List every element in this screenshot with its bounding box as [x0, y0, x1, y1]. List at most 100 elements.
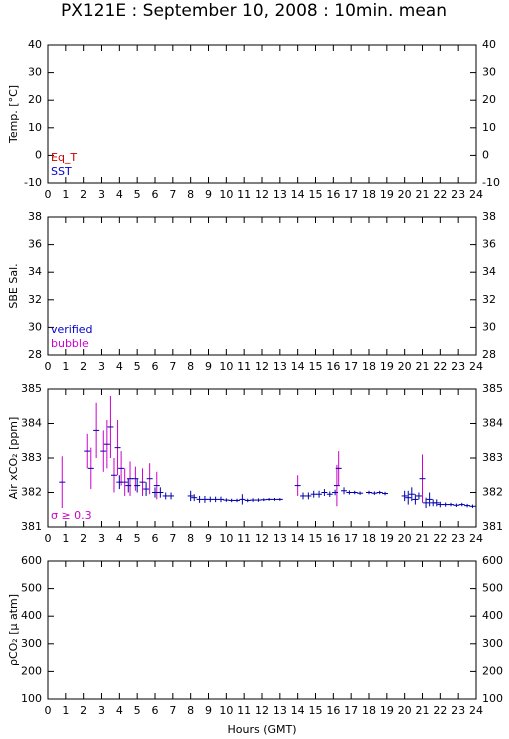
- y-tick-label: 36: [28, 238, 42, 251]
- y-axis-label: ρCO₂ [μ atm]: [7, 594, 20, 666]
- x-tick-label: 13: [273, 360, 287, 373]
- x-tick-label: 22: [433, 704, 447, 717]
- x-tick-label: 12: [255, 360, 269, 373]
- y-tick-label: 385: [21, 382, 42, 395]
- x-tick-label: 7: [169, 360, 176, 373]
- x-tick-label: 22: [433, 360, 447, 373]
- x-tick-label: 19: [380, 532, 394, 545]
- x-tick-label: 1: [62, 188, 69, 201]
- y-tick-label: 200: [482, 664, 503, 677]
- y-tick-label: 30: [482, 320, 496, 333]
- x-tick-label: 15: [309, 704, 323, 717]
- x-tick-label: 24: [469, 188, 483, 201]
- y-tick-label: 500: [482, 582, 503, 595]
- x-tick-label: 24: [469, 532, 483, 545]
- x-tick-label: 4: [116, 532, 123, 545]
- x-tick-label: 2: [80, 532, 87, 545]
- x-tick-label: 0: [45, 532, 52, 545]
- x-tick-label: 24: [469, 360, 483, 373]
- y-tick-label: 34: [28, 265, 42, 278]
- x-tick-label: 20: [398, 532, 412, 545]
- x-tick-label: 21: [416, 532, 430, 545]
- y-tick-label: -10: [24, 176, 42, 189]
- x-tick-label: 7: [169, 704, 176, 717]
- x-tick-label: 15: [309, 532, 323, 545]
- x-tick-label: 13: [273, 704, 287, 717]
- y-tick-label: 385: [482, 382, 503, 395]
- x-tick-label: 9: [205, 360, 212, 373]
- x-tick-label: 3: [98, 704, 105, 717]
- x-tick-label: 8: [187, 360, 194, 373]
- x-tick-label: 10: [219, 704, 233, 717]
- x-tick-label: 22: [433, 188, 447, 201]
- x-tick-label: 9: [205, 188, 212, 201]
- y-tick-label: 40: [482, 38, 496, 51]
- y-tick-label: 300: [482, 637, 503, 650]
- x-tick-label: 17: [344, 360, 358, 373]
- x-tick-label: 5: [134, 704, 141, 717]
- x-tick-label: 10: [219, 188, 233, 201]
- x-tick-label: 4: [116, 704, 123, 717]
- y-tick-label: 28: [28, 348, 42, 361]
- x-tick-label: 10: [219, 532, 233, 545]
- x-tick-label: 12: [255, 188, 269, 201]
- y-tick-label: 300: [21, 637, 42, 650]
- y-tick-label: 0: [482, 148, 489, 161]
- y-axis-label: Air xCO₂ [ppm]: [7, 417, 20, 500]
- x-tick-label: 16: [326, 188, 340, 201]
- x-tick-label: 18: [362, 360, 376, 373]
- x-tick-label: 17: [344, 704, 358, 717]
- x-axis-label: Hours (GMT): [227, 723, 296, 736]
- y-tick-label: 36: [482, 238, 496, 251]
- x-tick-label: 11: [237, 532, 251, 545]
- x-tick-label: 17: [344, 532, 358, 545]
- plot-frame: [47, 388, 477, 528]
- y-tick-label: 600: [482, 554, 503, 567]
- x-tick-label: 20: [398, 704, 412, 717]
- x-tick-label: 8: [187, 532, 194, 545]
- y-tick-label: 32: [482, 293, 496, 306]
- annotation: bubble: [51, 337, 89, 350]
- y-tick-label: 383: [482, 451, 503, 464]
- y-tick-label: 38: [28, 210, 42, 223]
- x-tick-label: 2: [80, 704, 87, 717]
- x-tick-label: 14: [291, 704, 305, 717]
- x-tick-label: 21: [416, 360, 430, 373]
- annotation: verified: [51, 323, 93, 336]
- plot-frame: [47, 216, 477, 356]
- x-tick-label: 18: [362, 532, 376, 545]
- x-tick-label: 8: [187, 704, 194, 717]
- y-tick-label: -10: [482, 176, 500, 189]
- x-tick-label: 6: [152, 704, 159, 717]
- x-tick-label: 23: [451, 188, 465, 201]
- x-tick-label: 6: [152, 188, 159, 201]
- y-tick-label: 20: [482, 93, 496, 106]
- x-tick-label: 10: [219, 360, 233, 373]
- y-tick-label: 383: [21, 451, 42, 464]
- y-tick-label: 30: [28, 66, 42, 79]
- x-tick-label: 11: [237, 360, 251, 373]
- x-tick-label: 2: [80, 188, 87, 201]
- y-tick-label: 100: [482, 692, 503, 705]
- x-tick-label: 4: [116, 188, 123, 201]
- y-tick-label: 100: [21, 692, 42, 705]
- x-tick-label: 12: [255, 532, 269, 545]
- x-tick-label: 18: [362, 704, 376, 717]
- y-tick-label: 381: [21, 520, 42, 533]
- y-tick-label: 38: [482, 210, 496, 223]
- x-tick-label: 3: [98, 532, 105, 545]
- y-tick-label: 34: [482, 265, 496, 278]
- y-tick-label: 384: [482, 417, 503, 430]
- x-tick-label: 13: [273, 188, 287, 201]
- x-tick-label: 16: [326, 532, 340, 545]
- x-tick-label: 14: [291, 188, 305, 201]
- y-tick-label: 200: [21, 664, 42, 677]
- y-tick-label: 30: [28, 320, 42, 333]
- x-tick-label: 1: [62, 704, 69, 717]
- x-tick-label: 15: [309, 188, 323, 201]
- x-tick-label: 6: [152, 532, 159, 545]
- x-tick-label: 13: [273, 532, 287, 545]
- x-tick-label: 19: [380, 188, 394, 201]
- x-tick-label: 7: [169, 532, 176, 545]
- y-tick-label: 40: [28, 38, 42, 51]
